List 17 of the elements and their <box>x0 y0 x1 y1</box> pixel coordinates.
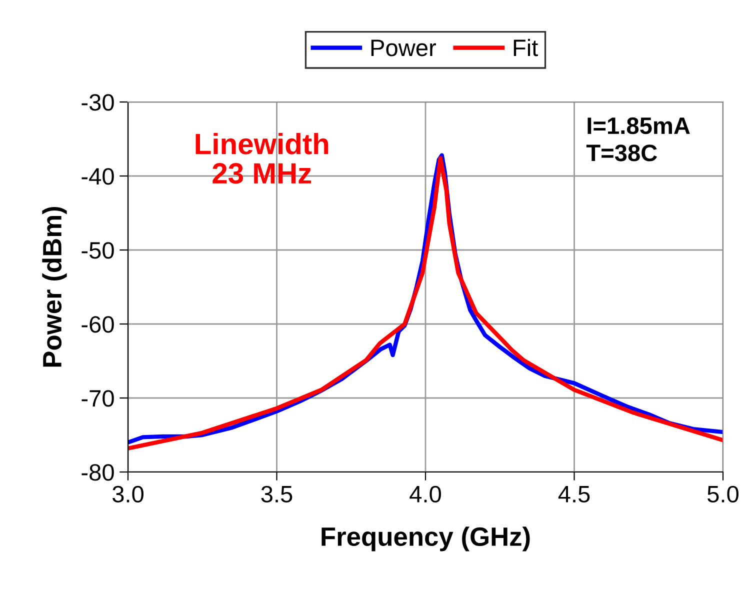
y-tick-label: -40 <box>82 168 114 185</box>
x-tick-label: 5.0 <box>708 486 738 503</box>
y-tick-label: -30 <box>82 94 114 111</box>
y-tick-label: -60 <box>82 316 114 333</box>
legend-label: Power <box>371 40 436 56</box>
y-axis-title: Power (dBm) <box>42 206 67 367</box>
x-tick-label: 3.5 <box>261 486 292 503</box>
x-axis-title: Frequency (GHz) <box>322 526 530 552</box>
annotation: Linewidth 23 MHz <box>196 132 328 184</box>
x-tick-label: 4.0 <box>410 486 441 503</box>
x-tick-label: 3.0 <box>112 486 144 503</box>
annotation: I=1.85mA T=38C <box>586 117 690 162</box>
y-tick-label: -70 <box>82 390 114 407</box>
y-tick-label: -80 <box>82 464 114 481</box>
x-tick-label: 4.5 <box>558 486 590 503</box>
y-tick-label: -50 <box>82 242 114 259</box>
legend-label: Fit <box>514 38 538 56</box>
